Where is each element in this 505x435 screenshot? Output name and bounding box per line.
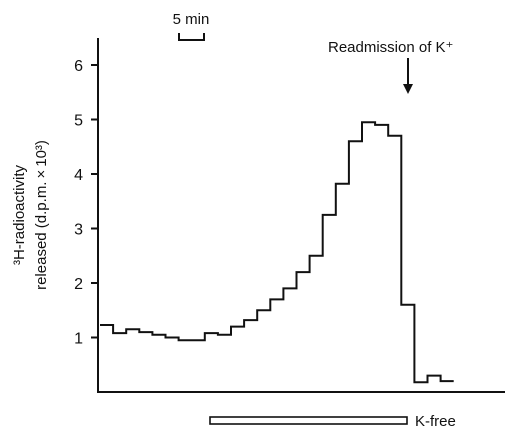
y-tick-label: 1 <box>74 331 83 348</box>
y-tick-label: 6 <box>74 58 83 75</box>
y-tick-label: 5 <box>74 113 83 130</box>
scale-bar-label: 5 min <box>173 11 210 28</box>
k-free-bar: K-free <box>209 413 456 430</box>
down-arrow-icon <box>403 84 413 94</box>
y-tick-label: 2 <box>74 276 83 293</box>
time-scale-bar: 5 min <box>173 11 210 41</box>
k-free-bar-rect <box>209 416 408 425</box>
readmission-annotation: Readmission of K⁺ <box>328 39 453 94</box>
scale-bar-bracket <box>178 33 205 41</box>
y-ticks: 1 2 3 4 5 6 <box>74 58 98 348</box>
y-axis-label-line2: released (d.p.m. × 10³) <box>33 140 50 290</box>
annotation-label: Readmission of K⁺ <box>328 39 453 56</box>
series-step-line <box>100 121 454 384</box>
y-axis-label-line1: ³H-radioactivity <box>11 164 28 265</box>
y-tick-label: 3 <box>74 222 83 239</box>
k-free-label: K-free <box>415 413 456 430</box>
y-tick-label: 4 <box>74 167 83 184</box>
series <box>100 121 454 384</box>
